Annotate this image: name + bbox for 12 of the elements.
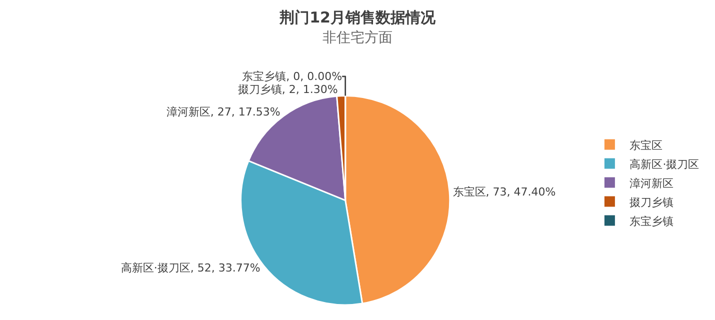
legend-label: 东宝乡镇 [630,214,674,228]
data-label: 东宝区, 73, 47.40% [452,185,556,198]
legend-label: 东宝区 [630,138,663,152]
legend-label: 高新区·掇刀区 [630,158,700,171]
legend-label: 掇刀乡镇 [630,196,674,209]
data-label: 漳河新区, 27, 17.53% [166,105,280,118]
text: 东宝乡镇, 0, 0.00% [242,70,342,83]
chart-title: 荆门12月销售数据情况 [278,8,436,26]
data-label: 掇刀乡镇, 2, 1.30% [238,82,338,96]
legend-label: 漳河新区 [630,176,674,190]
chart-subtitle: 非住宅方面 [322,30,392,46]
data-label: 高新区·掇刀区, 52, 33.77% [120,262,260,275]
